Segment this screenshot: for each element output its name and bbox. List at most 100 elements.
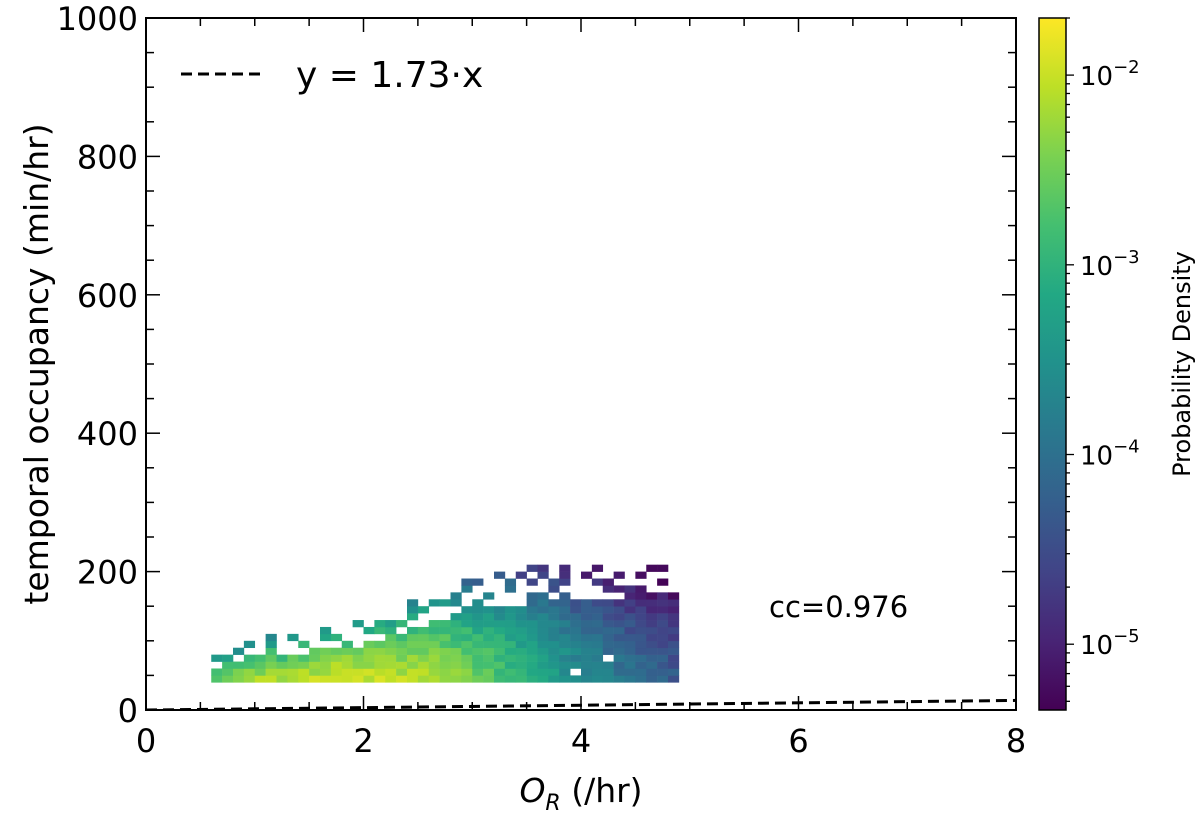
heatmap-cell bbox=[570, 661, 582, 669]
heatmap-cell bbox=[581, 599, 593, 607]
heatmap-cell bbox=[439, 626, 451, 635]
heatmap-cell bbox=[668, 633, 680, 642]
heatmap-cell bbox=[548, 585, 560, 593]
heatmap-cell bbox=[450, 633, 462, 642]
heatmap-cell bbox=[494, 661, 506, 669]
heatmap-cell bbox=[265, 647, 277, 655]
heatmap-cell bbox=[320, 633, 332, 642]
heatmap-cell bbox=[526, 606, 538, 614]
heatmap-cell bbox=[537, 564, 549, 572]
heatmap-cell bbox=[537, 606, 549, 614]
heatmap-cell bbox=[657, 599, 669, 607]
heatmap-cell bbox=[570, 626, 582, 635]
heatmap-cell bbox=[450, 620, 462, 628]
heatmap-cell bbox=[624, 640, 636, 649]
heatmap-cell bbox=[570, 654, 582, 662]
heatmap-cell bbox=[515, 633, 527, 642]
heatmap-cell bbox=[591, 613, 604, 621]
heatmap-cell bbox=[450, 654, 462, 662]
heatmap-cell bbox=[526, 668, 538, 676]
heatmap-cell bbox=[548, 599, 560, 607]
heatmap-cell bbox=[450, 626, 462, 635]
heatmap-cell bbox=[581, 640, 593, 649]
heatmap-cell bbox=[559, 661, 571, 669]
heatmap-cell bbox=[548, 626, 560, 635]
heatmap-cells bbox=[211, 564, 680, 683]
heatmap-cell bbox=[472, 675, 484, 683]
heatmap-cell bbox=[439, 654, 451, 662]
heatmap-cell bbox=[461, 578, 473, 586]
heatmap-cell bbox=[635, 571, 647, 579]
heatmap-cell bbox=[352, 620, 364, 628]
heatmap-cell bbox=[233, 661, 245, 669]
heatmap-cell bbox=[657, 633, 669, 642]
heatmap-cell bbox=[668, 606, 680, 614]
heatmap-cell bbox=[320, 661, 332, 669]
heatmap-cell bbox=[559, 571, 571, 579]
heatmap-cell bbox=[428, 620, 440, 628]
heatmap-cell bbox=[657, 620, 669, 628]
heatmap-cell bbox=[570, 599, 582, 607]
heatmap-cell bbox=[407, 640, 419, 649]
heatmap-cell bbox=[581, 606, 593, 614]
heatmap-cell bbox=[385, 633, 397, 642]
heatmap-cell bbox=[570, 633, 582, 642]
heatmap-cell bbox=[635, 599, 647, 607]
heatmap-cell bbox=[646, 675, 658, 683]
x-tick-label: 6 bbox=[788, 722, 808, 760]
heatmap-cell bbox=[396, 661, 408, 669]
heatmap-cell bbox=[602, 647, 614, 655]
y-tick-label: 400 bbox=[77, 415, 138, 453]
heatmap-cell bbox=[407, 661, 419, 669]
heatmap-cell bbox=[526, 620, 538, 628]
heatmap-cell bbox=[515, 571, 527, 579]
heatmap-cell bbox=[494, 606, 506, 614]
heatmap-cell bbox=[450, 599, 462, 607]
heatmap-cell bbox=[472, 661, 484, 669]
heatmap-cell bbox=[668, 599, 680, 607]
heatmap-cell bbox=[559, 564, 571, 572]
heatmap-cell bbox=[374, 675, 386, 683]
heatmap-cell bbox=[559, 606, 571, 614]
heatmap-cell bbox=[646, 647, 658, 655]
heatmap-cell bbox=[624, 633, 636, 642]
heatmap-cell bbox=[374, 668, 386, 676]
heatmap-cell bbox=[407, 633, 419, 642]
heatmap-cell bbox=[287, 668, 299, 676]
heatmap-cell bbox=[428, 640, 440, 649]
heatmap-cell bbox=[341, 654, 353, 662]
heatmap-cell bbox=[276, 668, 288, 676]
heatmap-cell bbox=[657, 613, 669, 621]
heatmap-cell bbox=[233, 647, 245, 655]
heatmap-cell bbox=[298, 675, 310, 683]
heatmap-cell bbox=[494, 571, 506, 579]
heatmap-cell bbox=[472, 640, 484, 649]
heatmap-cell bbox=[526, 564, 538, 572]
heatmap-cell bbox=[602, 599, 614, 607]
heatmap-cell bbox=[472, 654, 484, 662]
heatmap-cell bbox=[548, 633, 560, 642]
heatmap-cell bbox=[363, 640, 375, 649]
heatmap-cell bbox=[472, 633, 484, 642]
heatmap-cell bbox=[602, 613, 614, 621]
heatmap-cell bbox=[385, 626, 397, 635]
heatmap-cell bbox=[472, 599, 484, 607]
heatmap-cell bbox=[559, 599, 571, 607]
heatmap-cell bbox=[624, 620, 636, 628]
heatmap-cell bbox=[396, 668, 408, 676]
heatmap-cell bbox=[385, 640, 397, 649]
heatmap-cell bbox=[526, 640, 538, 649]
heatmap-cell bbox=[548, 661, 560, 669]
heatmap-cell bbox=[417, 647, 430, 655]
heatmap-cell bbox=[385, 620, 397, 628]
heatmap-cell bbox=[613, 647, 625, 655]
heatmap-cell bbox=[494, 640, 506, 649]
heatmap-cell bbox=[646, 640, 658, 649]
heatmap-cell bbox=[428, 626, 440, 635]
heatmap-cell bbox=[635, 585, 647, 593]
heatmap-cell bbox=[526, 633, 538, 642]
heatmap-cell bbox=[483, 654, 495, 662]
heatmap-cell bbox=[352, 654, 364, 662]
heatmap-cell bbox=[581, 647, 593, 655]
heatmap-cell bbox=[483, 661, 495, 669]
